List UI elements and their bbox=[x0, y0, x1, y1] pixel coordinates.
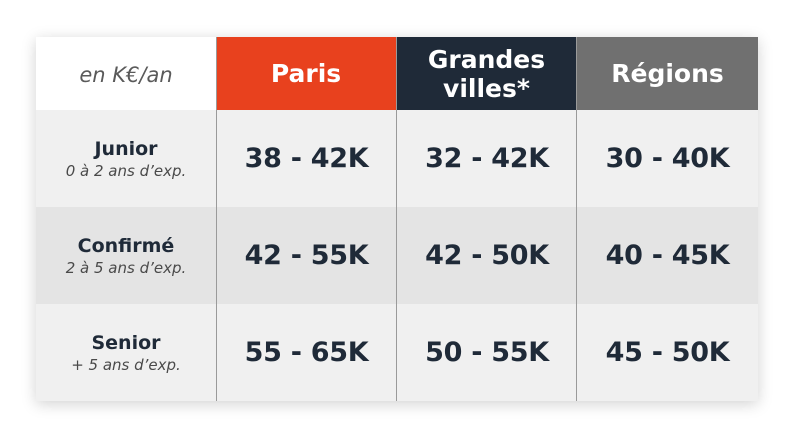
unit-label: en K€/an bbox=[79, 63, 173, 87]
column-header-paris-label: Paris bbox=[270, 59, 342, 88]
salary-cell-grandes-villes: 32 - 42K bbox=[425, 143, 549, 174]
column-divider bbox=[216, 37, 217, 401]
salary-cell-grandes-villes: 50 - 55K bbox=[425, 337, 549, 368]
row-title: Junior bbox=[94, 137, 158, 160]
salary-cell-paris: 55 - 65K bbox=[244, 337, 369, 368]
salary-cell-paris: 38 - 42K bbox=[244, 143, 369, 174]
row-subtitle: + 5 ans d’exp. bbox=[71, 355, 181, 374]
row-label-confirme: Confirmé 2 à 5 ans d’exp. bbox=[36, 207, 216, 304]
row-title: Confirmé bbox=[77, 234, 175, 257]
salary-cell-regions: 40 - 45K bbox=[605, 240, 730, 271]
salary-cell-regions: 45 - 50K bbox=[605, 337, 730, 368]
column-header-grandes-villes-label: Grandes villes* bbox=[427, 44, 546, 103]
table-row-confirme: Confirmé 2 à 5 ans d’exp. 42 - 55K 42 - … bbox=[36, 207, 758, 304]
table-row-junior: Junior 0 à 2 ans d’exp. 38 - 42K 32 - 42… bbox=[36, 110, 758, 207]
row-label-senior: Senior + 5 ans d’exp. bbox=[36, 304, 216, 401]
row-subtitle: 0 à 2 ans d’exp. bbox=[65, 161, 187, 180]
row-label-junior: Junior 0 à 2 ans d’exp. bbox=[36, 110, 216, 207]
salary-cell-paris: 42 - 55K bbox=[244, 240, 369, 271]
column-divider bbox=[576, 37, 577, 401]
row-subtitle: 2 à 5 ans d’exp. bbox=[65, 258, 187, 277]
salary-cell-grandes-villes: 42 - 50K bbox=[425, 240, 549, 271]
column-header-paris: Paris bbox=[216, 37, 396, 119]
row-title: Senior bbox=[91, 331, 161, 354]
column-header-grandes-villes: Grandes villes* bbox=[397, 37, 576, 119]
column-divider bbox=[396, 37, 397, 401]
salary-table: Paris Grandes villes* Régions Junior 0 à… bbox=[36, 37, 758, 401]
table-row-senior: Senior + 5 ans d’exp. 55 - 65K 50 - 55K … bbox=[36, 304, 758, 401]
salary-cell-regions: 30 - 40K bbox=[605, 143, 730, 174]
column-header-regions-label: Régions bbox=[611, 59, 724, 88]
column-header-regions: Régions bbox=[577, 37, 758, 119]
